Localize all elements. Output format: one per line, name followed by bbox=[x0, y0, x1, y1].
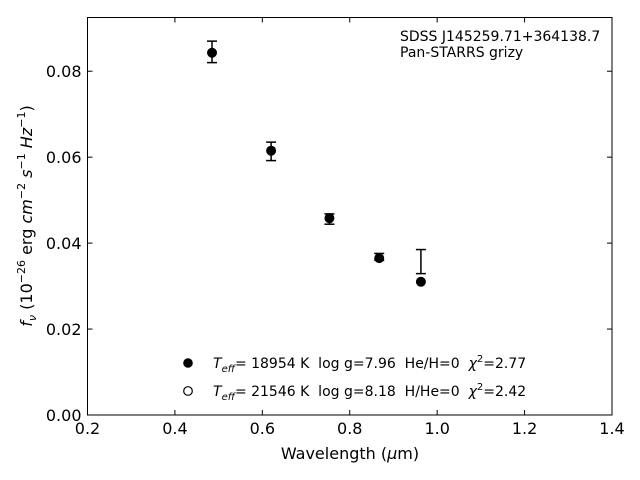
y-tick-label: 0.02 bbox=[46, 320, 82, 339]
model-point-filled bbox=[374, 253, 385, 264]
data-points bbox=[207, 47, 426, 287]
x-tick-label: 1.4 bbox=[599, 419, 624, 438]
x-tick-label: 0.2 bbox=[75, 419, 100, 438]
plot-frame bbox=[87, 17, 613, 416]
error-bar bbox=[415, 248, 426, 275]
x-tick-label: 0.8 bbox=[337, 419, 362, 438]
plot-area bbox=[87, 17, 612, 415]
x-tick-label: 1.2 bbox=[512, 419, 537, 438]
legend-label-2: Teff= 21546 K log g=8.18 H/He=0 χ2=2.42 bbox=[213, 382, 526, 403]
legend-marker-filled bbox=[183, 358, 193, 368]
source-annotation-line-1: SDSS J145259.71+364138.7 bbox=[400, 29, 600, 45]
legend-marker-open bbox=[183, 386, 193, 396]
model-point-filled bbox=[266, 145, 277, 156]
model-point-filled bbox=[415, 276, 426, 287]
source-annotation-line-2: Pan-STARRS grizy bbox=[400, 45, 523, 61]
legend: Teff= 18954 K log g=7.96 He/H=0 χ2=2.77 … bbox=[183, 354, 526, 403]
model-point-filled bbox=[207, 47, 218, 58]
model-point-filled bbox=[324, 213, 335, 224]
y-tick-label: 0.06 bbox=[46, 148, 82, 167]
x-tick-label: 1.0 bbox=[424, 419, 449, 438]
x-axis-label: Wavelength (μm) bbox=[281, 444, 419, 463]
x-tick-label: 0.4 bbox=[162, 419, 187, 438]
y-tick-label: 0.04 bbox=[46, 234, 82, 253]
y-tick-label: 0.08 bbox=[46, 62, 82, 81]
legend-label-1: Teff= 18954 K log g=7.96 He/H=0 χ2=2.77 bbox=[213, 354, 526, 375]
y-axis: 0.00 0.02 0.04 0.06 0.08 bbox=[46, 62, 612, 425]
y-tick-label: 0.00 bbox=[46, 406, 82, 425]
x-axis: 0.2 0.4 0.6 0.8 1.0 1.2 1.4 bbox=[75, 17, 625, 438]
x-tick-label: 0.6 bbox=[250, 419, 275, 438]
y-axis-label: fν (10−26 erg cm−2 s−1 Hz−1) bbox=[15, 105, 39, 326]
